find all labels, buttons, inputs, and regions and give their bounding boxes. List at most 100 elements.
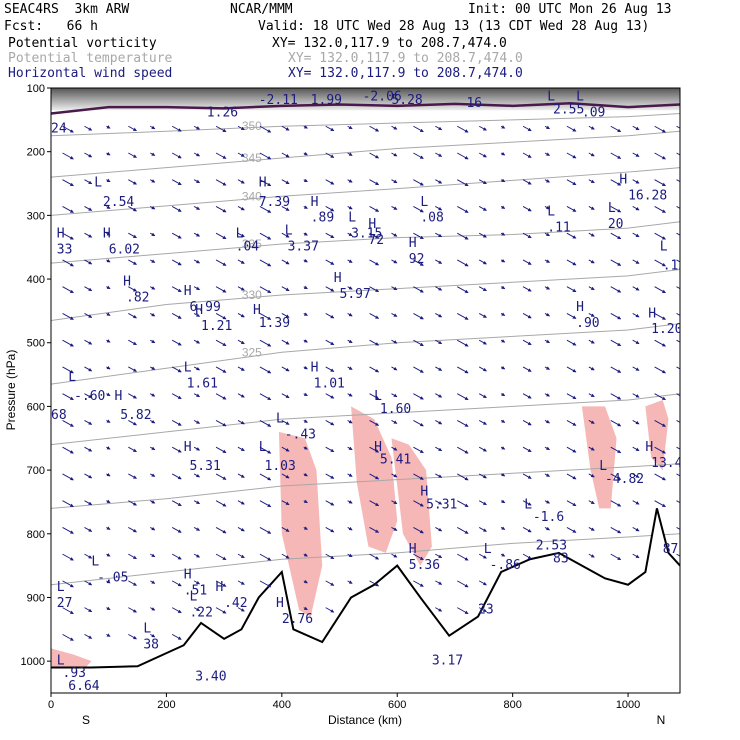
field-label: L (524, 497, 532, 512)
pv-shaded-region (391, 438, 432, 566)
field-label: H (420, 485, 428, 500)
field-label: -.05 (97, 571, 128, 586)
y-tick-label: 500 (27, 338, 45, 350)
field-label: .09 (582, 106, 605, 121)
field-label: H (253, 303, 261, 318)
field-label: L (547, 90, 555, 105)
field-label: L (91, 555, 99, 570)
y-tick-label: 900 (27, 592, 45, 604)
field-label: H (311, 195, 319, 210)
wind-vectors (62, 125, 680, 641)
theta-contour (51, 167, 680, 216)
field-label: 2.54 (103, 195, 134, 210)
field-label: 1.60 (380, 402, 411, 417)
field-label: -.43 (285, 427, 316, 442)
field-xy-wind: XY= 132.0,117.9 to 208.7,474.0 (288, 66, 523, 81)
terrain-mask (51, 508, 680, 693)
field-label: 5.82 (120, 408, 151, 423)
x-end-right: N (657, 713, 666, 727)
pv-contour (51, 102, 680, 115)
field-label: .11 (547, 220, 570, 235)
field-label: 27 (57, 596, 73, 611)
pv-shaded-region (351, 406, 398, 553)
field-label: 5.28 (391, 93, 422, 108)
field-label: 16 (466, 96, 482, 111)
field-label: H (374, 440, 382, 455)
field-label: H (276, 596, 284, 611)
init-time: Init: 00 UTC Mon 26 Aug 13 (468, 2, 672, 17)
valid-time: Valid: 18 UTC Wed 28 Aug 13 (13 CDT Wed … (258, 19, 650, 34)
field-label: 20 (608, 217, 624, 232)
field-label: H (123, 274, 131, 289)
theta-contour (51, 393, 680, 446)
field-label: L (184, 360, 192, 375)
field-label: L (484, 542, 492, 557)
field-xy-pv: XY= 132.0,117.9 to 208.7,474.0 (272, 36, 507, 51)
field-label: 6.99 (189, 300, 220, 315)
x-tick-label: 1000 (616, 699, 640, 711)
y-tick-label: 700 (27, 465, 45, 477)
field-label: H (215, 580, 223, 595)
field-label: .08 (420, 211, 443, 226)
plot-frame (50, 87, 681, 694)
field-label: .22 (189, 606, 212, 621)
field-label: -4.82 (605, 472, 644, 487)
field-label: L (94, 176, 102, 191)
x-tick-label: 800 (503, 699, 521, 711)
terrain-surface (51, 508, 680, 669)
pv-shaded-region (581, 406, 617, 509)
field-label: L (236, 227, 244, 242)
pv-shaded-region (51, 648, 92, 668)
field-label: H (409, 542, 417, 557)
field-label: -.60 (74, 389, 105, 404)
field-label: 1.26 (207, 106, 238, 121)
theta-contour-label: 345 (242, 151, 262, 165)
field-name-theta: Potential temperature (8, 51, 173, 66)
field-label: L (68, 370, 76, 385)
field-label: 1.99 (311, 93, 342, 108)
field-label: L (57, 653, 65, 668)
field-label: .51 (184, 583, 207, 598)
field-label: 92 (409, 252, 425, 267)
field-label: L (189, 590, 197, 605)
field-label: H (645, 440, 653, 455)
field-label: 3.15 (351, 227, 382, 242)
pv-shaded-region (278, 431, 323, 617)
field-label: .90 (576, 316, 599, 331)
x-tick-label: 400 (273, 699, 291, 711)
field-label: L (576, 90, 584, 105)
field-label: 7.39 (259, 195, 290, 210)
x-tick-label: 200 (157, 699, 175, 711)
theta-contour-label: 335 (242, 237, 262, 251)
field-label: H (184, 284, 192, 299)
field-label: H (184, 567, 192, 582)
theta-contour-label: 350 (242, 119, 262, 133)
field-label: L (259, 440, 267, 455)
org-title: NCAR/MMM (230, 2, 293, 17)
field-label: L (660, 239, 668, 254)
field-label: 23 (478, 602, 494, 617)
y-tick-label: 400 (27, 274, 45, 286)
field-label: H (334, 271, 342, 286)
field-label: .42 (224, 596, 247, 611)
field-label: 1.21 (201, 319, 232, 334)
field-label: .15 (663, 259, 686, 274)
y-tick-label: 100 (27, 83, 45, 95)
field-label: L (276, 411, 284, 426)
theta-contour-label: 340 (242, 189, 262, 203)
field-label: H (648, 306, 656, 321)
field-label: 38 (143, 637, 159, 652)
field-label: 83 (553, 551, 569, 566)
forecast-hour: Fcst: 66 h (4, 19, 98, 34)
field-label: .93 (63, 666, 86, 681)
y-tick-label: 200 (27, 147, 45, 159)
field-label: .04 (236, 239, 260, 254)
field-label: 3.40 (195, 669, 226, 684)
field-label: 5.31 (189, 459, 220, 474)
field-label: 72 (368, 233, 384, 248)
field-label: H (576, 300, 584, 315)
field-label: H (57, 227, 65, 242)
field-label: 5.31 (426, 497, 457, 512)
field-label: L (599, 459, 607, 474)
field-label: 24 (51, 122, 67, 137)
